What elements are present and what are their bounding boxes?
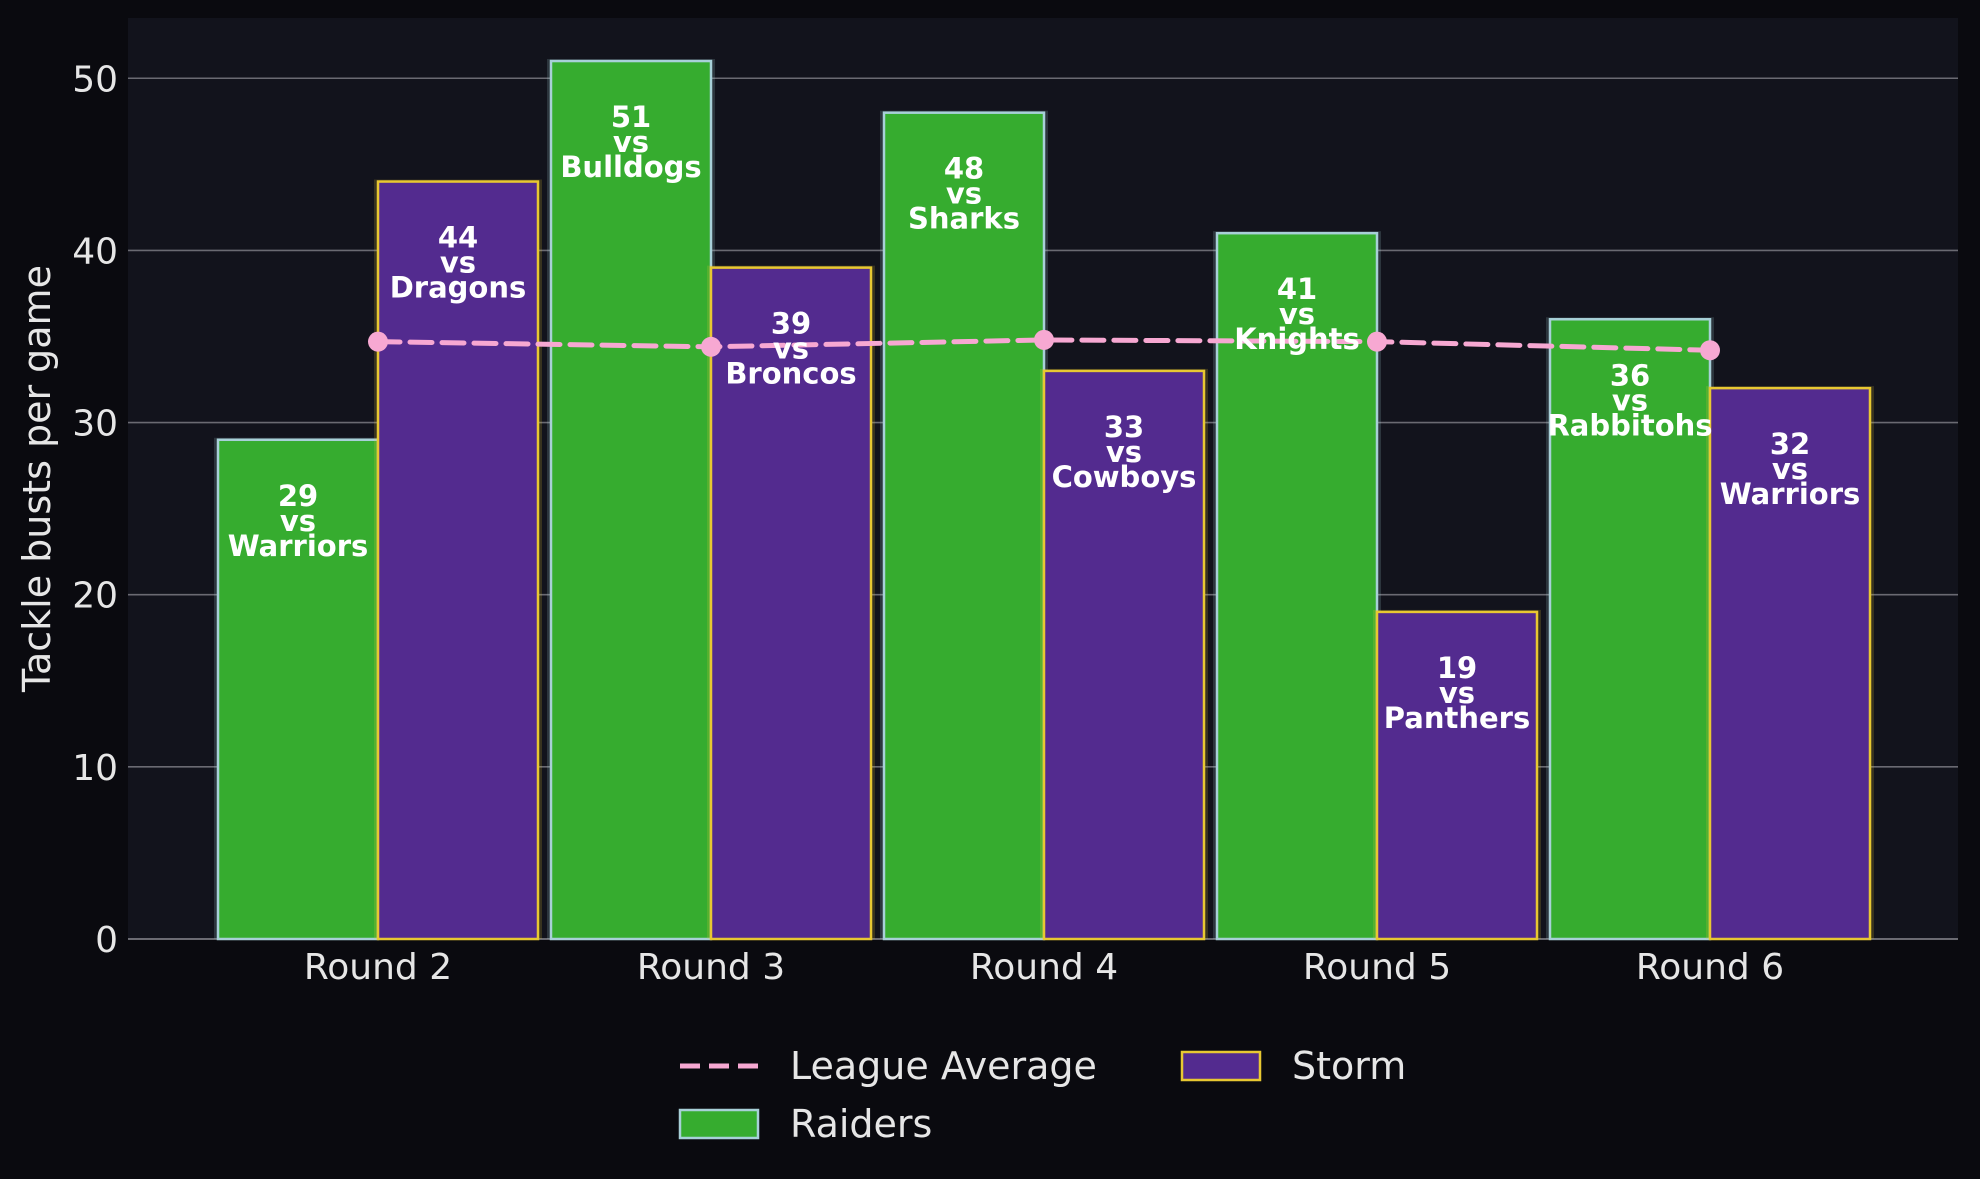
x-tick-label-round-4: Round 4 bbox=[970, 947, 1118, 988]
line-league-average bbox=[375, 337, 1713, 353]
x-tick-label-round-6: Round 6 bbox=[1636, 947, 1784, 988]
bar-raiders-round-5 bbox=[1215, 231, 1379, 941]
bar-label-raiders-round-2: 29 vs Warriors bbox=[228, 479, 369, 563]
bar-label-raiders-round-3: 51 vs Bulldogs bbox=[560, 100, 701, 184]
bar-label-raiders-round-4: 48 vs Sharks bbox=[908, 152, 1020, 236]
y-axis-title: Tackle busts per game bbox=[15, 265, 59, 693]
league-average-line bbox=[368, 329, 1720, 361]
point-league-average-round-4 bbox=[1034, 329, 1054, 350]
bar-raiders-round-2 bbox=[216, 438, 380, 941]
bar-label-storm-round-6: 32 vs Warriors bbox=[1720, 427, 1861, 511]
legend-label-raiders: Raiders bbox=[790, 1102, 932, 1146]
legend-swatch-raiders bbox=[678, 1108, 760, 1140]
point-league-average-round-6 bbox=[1700, 340, 1720, 361]
bar-label-storm-round-2: 44 vs Dragons bbox=[390, 221, 527, 305]
y-axis-ticks: 0 10 20 30 40 50 bbox=[72, 59, 118, 961]
bar-storm-round-2 bbox=[376, 180, 540, 941]
bar-raiders-round-4 bbox=[882, 111, 1046, 941]
y-tick-label-40: 40 bbox=[72, 231, 118, 272]
bar-storm-round-6 bbox=[1708, 386, 1872, 941]
bar-label-raiders-round-6: 36 vs Rabbitohs bbox=[1547, 358, 1712, 442]
bar-label-storm-round-5: 19 vs Panthers bbox=[1384, 651, 1530, 735]
x-tick-label-round-5: Round 5 bbox=[1303, 947, 1451, 988]
legend: League Average Raiders Storm bbox=[678, 1044, 1406, 1146]
legend-label-storm: Storm bbox=[1292, 1044, 1406, 1088]
x-tick-label-round-2: Round 2 bbox=[304, 947, 452, 988]
bar-label-storm-round-3: 39 vs Broncos bbox=[725, 307, 856, 391]
point-league-average-round-3 bbox=[701, 336, 721, 357]
y-tick-label-0: 0 bbox=[95, 920, 118, 961]
y-tick-label-20: 20 bbox=[72, 576, 118, 617]
point-league-average-round-2 bbox=[368, 331, 388, 352]
x-axis-ticks: Round 2 Round 3 Round 4 Round 5 Round 6 bbox=[304, 947, 1784, 988]
y-tick-label-10: 10 bbox=[72, 748, 118, 789]
legend-swatch-storm bbox=[1180, 1050, 1262, 1082]
bar-raiders-round-3 bbox=[549, 59, 713, 941]
bar-label-storm-round-4: 33 vs Cowboys bbox=[1052, 410, 1197, 494]
bar-storm-round-5 bbox=[1375, 610, 1539, 941]
point-league-average-round-5 bbox=[1367, 331, 1387, 352]
x-tick-label-round-3: Round 3 bbox=[637, 947, 785, 988]
y-tick-label-50: 50 bbox=[72, 59, 118, 100]
bars bbox=[214, 59, 1874, 941]
legend-label-league-average: League Average bbox=[790, 1044, 1097, 1088]
y-tick-label-30: 30 bbox=[72, 404, 118, 445]
bar-label-raiders-round-5: 41 vs Knights bbox=[1234, 272, 1360, 356]
bar-raiders-round-6 bbox=[1548, 318, 1712, 941]
bar-labels: 29 vs Warriors 51 vs Bulldogs 48 vs Sharks 41 vs Kn… bbox=[228, 100, 1861, 735]
bar-storm-round-4 bbox=[1042, 369, 1206, 941]
bar-storm-round-3 bbox=[709, 266, 873, 941]
